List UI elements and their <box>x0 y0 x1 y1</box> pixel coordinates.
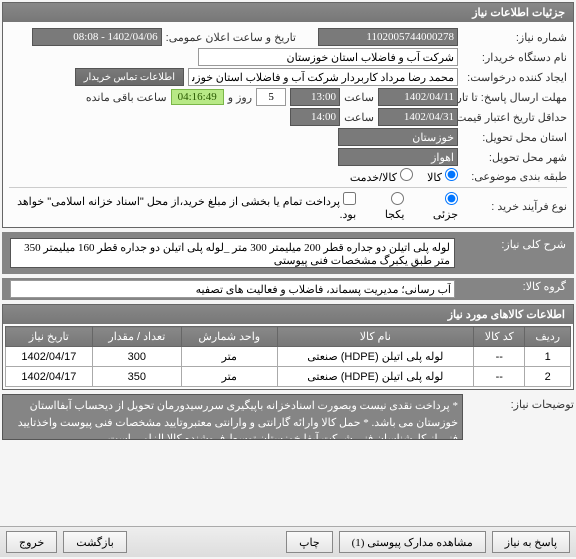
back-button[interactable]: بازگشت <box>63 531 127 553</box>
respond-button[interactable]: پاسخ به نیاز <box>492 531 570 553</box>
purchase-radio-group: جزئی یکجا <box>370 192 458 221</box>
buyer-field <box>198 48 458 66</box>
subject-goods-radio[interactable] <box>445 168 458 181</box>
summary-band: شرح کلی نیاز: <box>2 232 574 274</box>
need-no-field <box>318 28 458 46</box>
need-no-label: شماره نیاز: <box>462 31 567 44</box>
panel-title: جزئیات اطلاعات نیاز <box>3 3 573 22</box>
table-cell: -- <box>474 347 525 367</box>
table-cell: 1 <box>525 347 571 367</box>
days-field <box>256 88 286 106</box>
group-band: گروه کالا: <box>2 278 574 300</box>
notes-label: توضیحات نیاز: <box>469 394 574 411</box>
time-label-1: ساعت <box>344 91 374 104</box>
province-label: استان محل تحویل: <box>462 131 567 144</box>
footer-toolbar: پاسخ به نیاز مشاهده مدارک پیوستی (1) چاپ… <box>0 526 576 557</box>
deadline-time-field <box>290 88 340 106</box>
table-header: تعداد / مقدار <box>92 327 181 347</box>
subject-label: طبقه بندی موضوعی: <box>462 170 567 183</box>
purchase-label: نوع فرآیند خرید : <box>462 200 567 213</box>
deadline-label: مهلت ارسال پاسخ: تا تاریخ: <box>462 91 567 104</box>
table-cell: لوله پلی اتیلن (HDPE) صنعتی <box>277 367 474 387</box>
group-label: گروه کالا: <box>461 280 566 298</box>
table-header: کد کالا <box>474 327 525 347</box>
goods-table: ردیفکد کالانام کالاواحد شمارشتعداد / مقد… <box>5 326 571 387</box>
time-remaining: 04:16:49 <box>171 89 224 105</box>
separator <box>9 187 567 188</box>
purchase-full-radio[interactable] <box>391 192 404 205</box>
table-header: واحد شمارش <box>181 327 277 347</box>
table-cell: -- <box>474 367 525 387</box>
attachments-button[interactable]: مشاهده مدارک پیوستی (1) <box>339 531 486 553</box>
table-cell: لوله پلی اتیلن (HDPE) صنعتی <box>277 347 474 367</box>
goods-panel-title: اطلاعات کالاهای مورد نیاز <box>3 305 573 324</box>
table-cell: 2 <box>525 367 571 387</box>
subject-service-radio[interactable] <box>400 168 413 181</box>
table-cell: 350 <box>92 367 181 387</box>
table-cell: 1402/04/17 <box>6 367 93 387</box>
validity-label: حداقل تاریخ اعتبار قیمت: تا تاریخ: <box>462 111 567 124</box>
subject-radio-group: کالا کالا/خدمت <box>350 168 458 184</box>
main-panel: جزئیات اطلاعات نیاز شماره نیاز: تاریخ و … <box>2 2 574 228</box>
table-cell: 300 <box>92 347 181 367</box>
exit-button[interactable]: خروج <box>6 531 57 553</box>
form-body: شماره نیاز: تاریخ و ساعت اعلان عمومی: نا… <box>3 22 573 227</box>
province-field <box>338 128 458 146</box>
goods-panel: اطلاعات کالاهای مورد نیاز ردیفکد کالانام… <box>2 304 574 390</box>
announce-label: تاریخ و ساعت اعلان عمومی: <box>166 31 296 44</box>
table-header: ردیف <box>525 327 571 347</box>
purchase-full-option[interactable]: یکجا <box>370 192 404 221</box>
treasury-note-option[interactable]: پرداخت تمام یا بخشی از مبلغ خرید،از محل … <box>9 192 356 221</box>
print-button[interactable]: چاپ <box>286 531 333 553</box>
city-field <box>338 148 458 166</box>
table-row[interactable]: 1--لوله پلی اتیلن (HDPE) صنعتیمتر3001402… <box>6 347 571 367</box>
time-label-2: ساعت <box>344 111 374 124</box>
notes-field <box>2 394 463 440</box>
table-header: تاریخ نیاز <box>6 327 93 347</box>
deadline-date-field <box>378 88 458 106</box>
validity-time-field <box>290 108 340 126</box>
remain-label: ساعت باقی مانده <box>86 91 167 104</box>
subject-goods-option[interactable]: کالا <box>427 168 458 184</box>
subject-service-option[interactable]: کالا/خدمت <box>350 168 413 184</box>
validity-date-field <box>378 108 458 126</box>
contact-button[interactable]: اطلاعات تماس خریدار <box>75 68 184 86</box>
announce-field <box>32 28 162 46</box>
table-cell: متر <box>181 367 277 387</box>
city-label: شهر محل تحویل: <box>462 151 567 164</box>
purchase-partial-radio[interactable] <box>445 192 458 205</box>
table-header: نام کالا <box>277 327 474 347</box>
summary-title-field <box>10 238 455 268</box>
summary-title-label: شرح کلی نیاز: <box>461 238 566 268</box>
table-cell: متر <box>181 347 277 367</box>
days-label: روز و <box>228 91 252 104</box>
creator-field <box>188 68 458 86</box>
notes-band: توضیحات نیاز: <box>2 394 574 440</box>
group-field <box>10 280 455 298</box>
creator-label: ایجاد کننده درخواست: <box>462 71 567 84</box>
table-cell: 1402/04/17 <box>6 347 93 367</box>
table-row[interactable]: 2--لوله پلی اتیلن (HDPE) صنعتیمتر3501402… <box>6 367 571 387</box>
treasury-checkbox[interactable] <box>343 192 356 205</box>
purchase-partial-option[interactable]: جزئی <box>418 192 458 221</box>
buyer-label: نام دستگاه خریدار: <box>462 51 567 64</box>
